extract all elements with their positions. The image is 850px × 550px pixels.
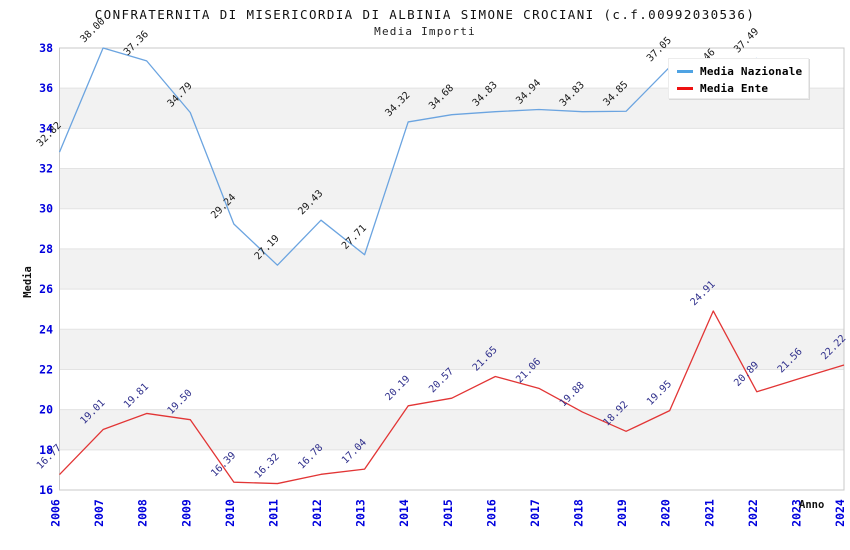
y-tick-label: 38 <box>39 41 53 55</box>
x-axis-title: Anno <box>799 499 825 511</box>
legend-label-media-nazionale: Media Nazionale <box>700 65 803 78</box>
grid-band <box>59 248 844 290</box>
x-tick-label: 2014 <box>397 499 411 527</box>
x-tick-label: 2016 <box>484 499 498 527</box>
legend-label-media-ente: Media Ente <box>700 82 769 95</box>
y-tick-label: 20 <box>39 403 53 417</box>
x-tick-label: 2020 <box>659 499 673 527</box>
x-tick-label: 2006 <box>49 499 63 527</box>
x-tick-label: 2023 <box>789 499 803 527</box>
y-tick-label: 34 <box>39 121 53 135</box>
y-tick-label: 24 <box>39 322 53 336</box>
data-point-label: 19.95 <box>645 379 674 408</box>
y-tick-label: 32 <box>39 162 53 176</box>
y-tick-label: 16 <box>39 483 53 497</box>
legend-item-media-nazionale: Media Nazionale <box>677 63 808 80</box>
x-tick-label: 2013 <box>354 499 368 527</box>
data-point-label: 20.57 <box>427 366 456 395</box>
x-tick-label: 2024 <box>833 499 847 527</box>
x-tick-label: 2008 <box>136 499 150 527</box>
legend: Media Nazionale Media Ente <box>668 58 809 99</box>
series-line-media-ente <box>59 310 845 485</box>
x-tick-label: 2021 <box>702 499 716 527</box>
y-axis-title: Media <box>22 266 34 298</box>
chart-title: CONFRATERNITA DI MISERICORDIA DI ALBINIA… <box>94 7 756 22</box>
legend-item-media-ente: Media Ente <box>677 80 808 97</box>
x-tick-label: 2009 <box>179 499 193 527</box>
x-tick-label: 2022 <box>746 499 760 527</box>
data-point-label: 19.88 <box>558 380 587 409</box>
plot-border <box>59 47 845 491</box>
y-tick-label: 22 <box>39 362 53 376</box>
x-tick-label: 2011 <box>266 499 280 527</box>
y-tick-label: 18 <box>39 443 53 457</box>
legend-swatch-media-ente-icon <box>677 87 693 90</box>
data-point-label: 20.19 <box>384 374 413 403</box>
y-tick-label: 26 <box>39 282 53 296</box>
data-point-label: 16.32 <box>253 452 282 481</box>
x-tick-label: 2007 <box>92 499 106 527</box>
data-point-label: 19.81 <box>122 382 151 411</box>
y-tick-label: 30 <box>39 202 53 216</box>
grid-band <box>59 168 844 209</box>
y-tick-label: 28 <box>39 242 53 256</box>
data-point-label: 16.39 <box>209 450 238 479</box>
chart-subtitle: Media Importi <box>374 25 476 38</box>
y-tick-label: 36 <box>39 81 53 95</box>
legend-swatch-media-nazionale-icon <box>677 70 693 73</box>
x-tick-label: 2015 <box>441 499 455 527</box>
x-tick-label: 2010 <box>223 499 237 527</box>
series-line-media-nazionale <box>58 47 758 266</box>
x-tick-label: 2017 <box>528 499 542 527</box>
x-tick-label: 2019 <box>615 499 629 527</box>
grid-band <box>59 409 844 450</box>
x-tick-label: 2012 <box>310 499 324 527</box>
x-tick-label: 2018 <box>572 499 586 527</box>
grid-band <box>59 329 844 370</box>
